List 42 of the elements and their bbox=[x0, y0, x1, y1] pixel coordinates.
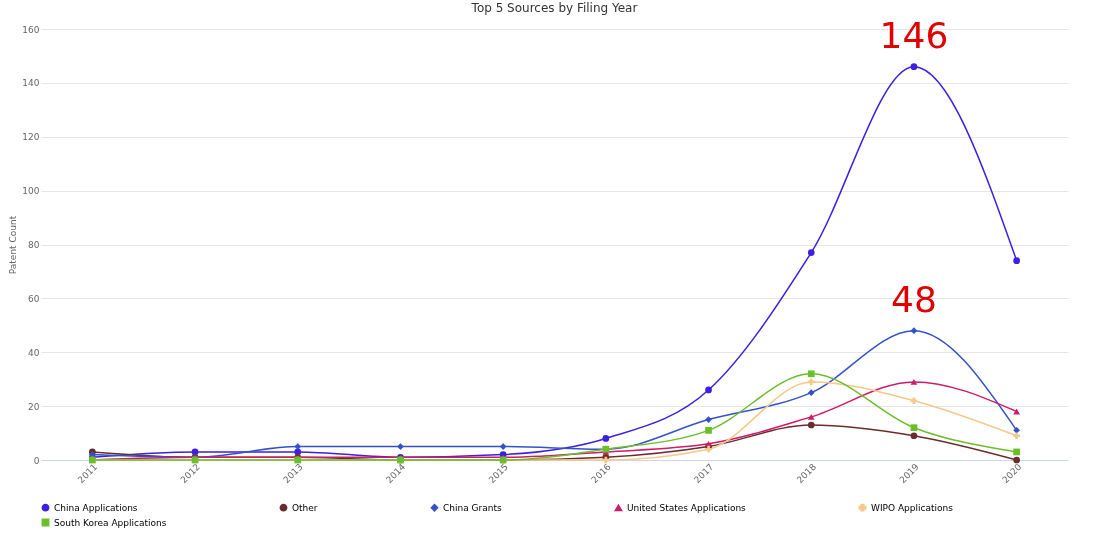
point bbox=[807, 249, 815, 256]
point bbox=[910, 397, 918, 405]
point bbox=[499, 443, 507, 450]
point bbox=[397, 443, 404, 450]
point bbox=[602, 435, 610, 442]
point bbox=[807, 413, 815, 420]
annotation: 146 bbox=[879, 14, 949, 56]
point bbox=[294, 443, 302, 450]
chart-title: Top 5 Sources by Filing Year bbox=[470, 0, 638, 15]
y-tick-label: 100 bbox=[22, 186, 40, 197]
point bbox=[1013, 257, 1020, 265]
legend-label: South Korea Applications bbox=[54, 517, 167, 528]
point bbox=[1013, 456, 1020, 464]
legend-label: China Applications bbox=[54, 502, 138, 513]
point bbox=[1013, 432, 1020, 440]
point bbox=[705, 427, 712, 434]
point bbox=[910, 424, 918, 432]
y-tick-label: 60 bbox=[28, 293, 40, 304]
point bbox=[807, 421, 815, 429]
y-tick-label: 120 bbox=[22, 132, 40, 143]
point bbox=[1013, 448, 1020, 456]
point bbox=[807, 389, 815, 397]
point bbox=[910, 63, 918, 71]
y-tick-label: 160 bbox=[22, 24, 40, 35]
legend-label: China Grants bbox=[443, 502, 502, 513]
point bbox=[705, 416, 712, 423]
legend-label: Other bbox=[292, 502, 318, 513]
y-tick-label: 140 bbox=[22, 78, 40, 89]
y-tick-label: 0 bbox=[33, 455, 40, 466]
point bbox=[807, 370, 815, 378]
point bbox=[807, 378, 815, 386]
y-tick-label: 80 bbox=[28, 240, 40, 250]
y-tick-label: 20 bbox=[28, 401, 40, 412]
point bbox=[910, 432, 918, 440]
legend-label: WIPO Applications bbox=[871, 502, 954, 513]
point bbox=[705, 386, 712, 394]
y-tick-label: 40 bbox=[28, 347, 40, 358]
y-axis-title: Patent Count bbox=[8, 215, 19, 275]
legend-label: United States Applications bbox=[627, 502, 747, 513]
point bbox=[910, 378, 918, 385]
annotation: 48 bbox=[891, 278, 937, 320]
point bbox=[910, 327, 918, 335]
